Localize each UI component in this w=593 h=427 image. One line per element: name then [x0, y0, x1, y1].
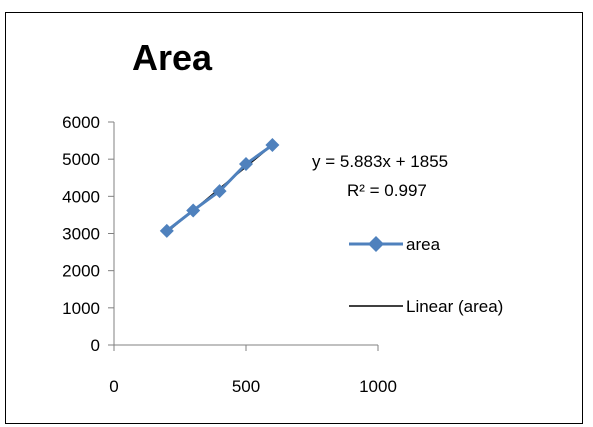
data-point [265, 138, 280, 153]
data-point [239, 156, 253, 171]
legend: area Linear (area) [349, 235, 503, 316]
y-tick-label: 5000 [62, 150, 100, 169]
data-point [212, 184, 227, 199]
x-tick-label: 1000 [359, 377, 397, 396]
data-point [186, 203, 201, 218]
y-tick-label: 0 [91, 336, 100, 355]
y-tick-label: 1000 [62, 299, 100, 318]
x-tick-label: 500 [232, 377, 260, 396]
y-tick-label: 3000 [62, 225, 100, 244]
series-layer [159, 138, 280, 238]
legend-area-marker [368, 236, 384, 252]
trendline-r-squared: R² = 0.997 [347, 181, 427, 200]
legend-label-trendline: Linear (area) [406, 297, 503, 316]
chart-title: Area [132, 37, 213, 78]
x-axis: 0 500 1000 [109, 344, 397, 396]
chart-area [5, 12, 583, 424]
y-axis: 0 1000 2000 3000 4000 5000 6000 [62, 113, 115, 355]
legend-label-area: area [406, 235, 441, 254]
y-tick-label: 2000 [62, 262, 100, 281]
y-tick-label: 6000 [62, 113, 100, 132]
data-point [159, 223, 174, 238]
x-tick-label: 0 [109, 377, 118, 396]
trendline-equation: y = 5.883x + 1855 [312, 152, 448, 171]
y-tick-label: 4000 [62, 187, 100, 206]
